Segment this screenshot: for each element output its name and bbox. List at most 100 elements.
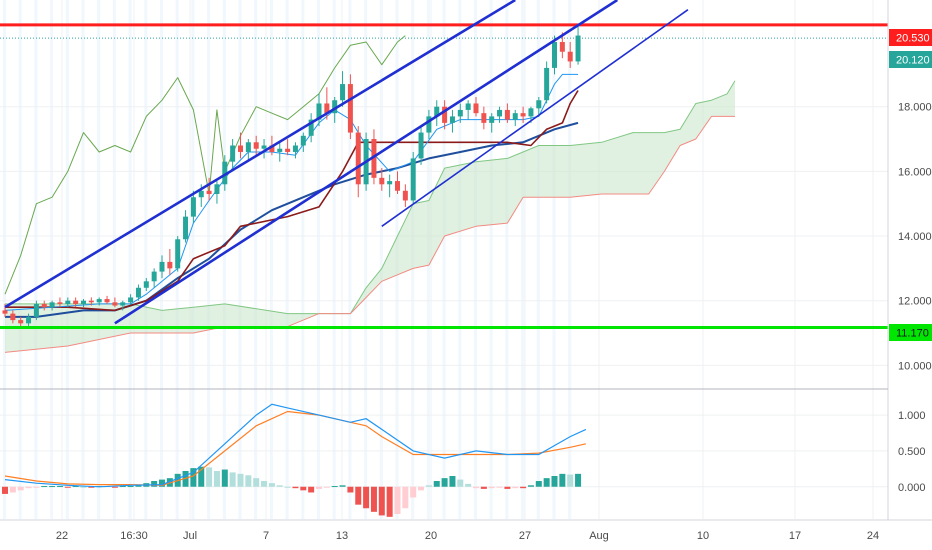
macd-histogram-bar (198, 466, 205, 487)
candle-body[interactable] (167, 261, 173, 269)
horizontal-levels[interactable] (0, 23, 888, 330)
candle-body[interactable] (285, 148, 291, 152)
candle-body[interactable] (442, 106, 448, 123)
candlestick-series[interactable] (2, 25, 581, 327)
candle-body[interactable] (112, 302, 118, 306)
candle-body[interactable] (402, 190, 408, 201)
candle-body[interactable] (504, 109, 510, 120)
candle-body[interactable] (33, 303, 39, 317)
candle-body[interactable] (418, 132, 424, 159)
macd-histogram-bar (433, 481, 440, 487)
candle-body[interactable] (512, 113, 518, 120)
candle-body[interactable] (49, 302, 55, 308)
trend-channel-line[interactable] (381, 9, 689, 227)
macd-histogram-bar (261, 481, 268, 487)
candle-body[interactable] (81, 300, 86, 304)
candle-body[interactable] (552, 42, 557, 68)
candle-body[interactable] (497, 109, 503, 117)
candle-body[interactable] (190, 197, 196, 217)
candle-body[interactable] (567, 51, 573, 62)
kijun-sen-line (5, 90, 579, 312)
candle-body[interactable] (316, 103, 322, 120)
candle-body[interactable] (340, 84, 346, 101)
candle-body[interactable] (73, 300, 79, 304)
candle-body[interactable] (135, 287, 141, 298)
time-tick-label: Aug (589, 530, 609, 542)
candle-body[interactable] (371, 139, 377, 178)
macd-histogram-bar (402, 486, 409, 509)
candle-body[interactable] (18, 320, 24, 324)
candle-body[interactable] (520, 113, 526, 117)
session-stripe (18, 0, 22, 519)
candle-body[interactable] (426, 116, 432, 133)
candle-body[interactable] (88, 300, 94, 303)
resistance-price-badge (889, 29, 932, 46)
candle-body[interactable] (238, 145, 243, 152)
session-stripe (348, 0, 352, 519)
candle-body[interactable] (528, 108, 534, 117)
candle-body[interactable] (206, 190, 212, 194)
candle-body[interactable] (2, 310, 8, 314)
session-stripe (364, 0, 368, 519)
candle-body[interactable] (559, 42, 565, 52)
candle-body[interactable] (324, 103, 330, 114)
candle-body[interactable] (292, 145, 298, 152)
candle-body[interactable] (10, 313, 16, 321)
candle-body[interactable] (175, 239, 181, 269)
candle-body[interactable] (104, 299, 110, 303)
candle-body[interactable] (159, 261, 165, 272)
candle-body[interactable] (481, 113, 487, 123)
trend-channels[interactable] (4, 0, 689, 325)
candle-body[interactable] (151, 271, 157, 282)
time-tick-label: 17 (789, 530, 801, 542)
candle-body[interactable] (269, 145, 275, 152)
macd-histogram-bar (245, 475, 252, 487)
candle-body[interactable] (96, 299, 102, 303)
macd-histogram-bar (49, 486, 56, 488)
candle-body[interactable] (332, 100, 338, 114)
candle-body[interactable] (183, 216, 189, 240)
candle-body[interactable] (434, 106, 440, 117)
candle-body[interactable] (575, 35, 581, 62)
candle-body[interactable] (465, 103, 471, 110)
candle-body[interactable] (65, 300, 71, 304)
candle-body[interactable] (261, 145, 267, 149)
trend-channel-line[interactable] (114, 0, 619, 325)
candle-body[interactable] (300, 135, 306, 146)
candle-body[interactable] (120, 302, 126, 306)
candle-body[interactable] (387, 181, 393, 185)
candle-body[interactable] (245, 142, 251, 152)
candle-body[interactable] (222, 161, 228, 185)
candle-body[interactable] (277, 148, 283, 152)
candle-body[interactable] (457, 109, 463, 117)
macd-histogram-bar (316, 486, 322, 489)
macd-histogram-bar (284, 486, 291, 488)
candle-body[interactable] (473, 103, 479, 114)
candle-body[interactable] (355, 132, 361, 185)
candle-body[interactable] (544, 67, 550, 101)
candle-body[interactable] (143, 281, 149, 288)
trend-channel-line[interactable] (4, 0, 516, 309)
candle-body[interactable] (230, 145, 236, 162)
candle-body[interactable] (347, 84, 353, 133)
candle-body[interactable] (536, 100, 542, 109)
candle-body[interactable] (449, 116, 455, 123)
candle-body[interactable] (198, 190, 204, 198)
macd-histogram-bar (135, 485, 142, 487)
candle-body[interactable] (26, 316, 32, 324)
candle-body[interactable] (128, 297, 134, 303)
candle-body[interactable] (395, 181, 400, 191)
candle-body[interactable] (57, 302, 63, 304)
candle-body[interactable] (253, 142, 259, 149)
candle-body[interactable] (379, 177, 385, 185)
senkou-span-b-line (4, 115, 735, 353)
price-badges: 20.530 20.120 11.170 (889, 29, 932, 341)
session-stripe (128, 0, 132, 519)
candle-body[interactable] (308, 119, 314, 136)
candle-body[interactable] (410, 158, 416, 201)
macd-histogram-bar (363, 486, 370, 509)
candle-body[interactable] (41, 303, 47, 308)
candle-body[interactable] (489, 116, 495, 123)
candle-body[interactable] (214, 184, 220, 194)
